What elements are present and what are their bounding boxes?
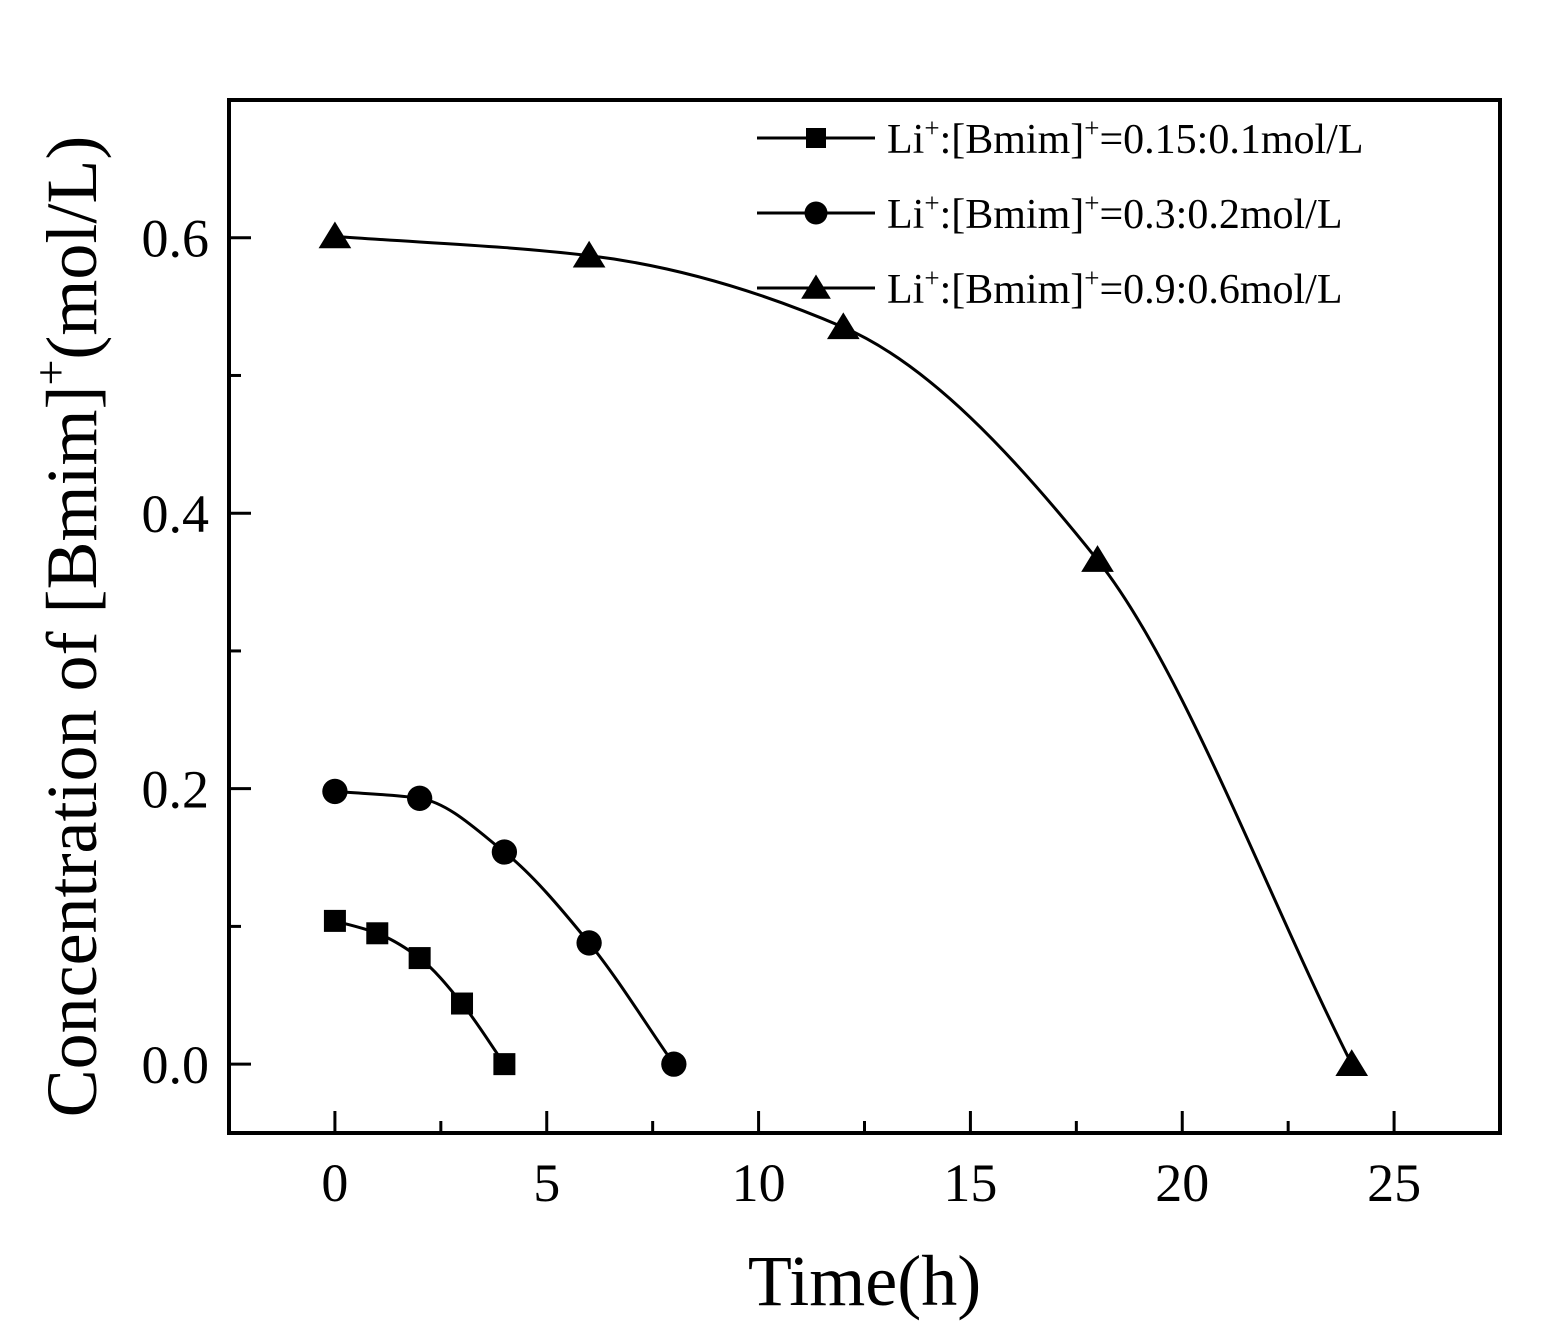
data-point-square bbox=[408, 947, 431, 970]
x-tick-label: 10 bbox=[732, 1153, 786, 1213]
legend: Li+:[Bmim]+=0.15:0.1mol/L Li+:[Bmim]+=0.3… bbox=[757, 113, 1364, 313]
series-curves bbox=[334, 234, 1354, 1065]
y-tick-label: 0.2 bbox=[142, 760, 210, 820]
legend-marker-triangle bbox=[801, 274, 831, 299]
data-point-circle bbox=[322, 778, 348, 805]
y-axis-title-main: Concentration of [Bmim] bbox=[32, 386, 112, 1118]
data-point-circle bbox=[576, 930, 602, 956]
data-point-circle bbox=[491, 839, 518, 865]
y-axis-title-unit: (mol/L) bbox=[32, 136, 112, 360]
data-point-square bbox=[366, 922, 389, 945]
legend-marker-circle bbox=[804, 201, 828, 225]
data-point-triangle bbox=[826, 312, 860, 340]
legend-marker-square bbox=[806, 128, 826, 148]
x-axis: 0 5 10 15 20 25 bbox=[321, 1111, 1421, 1213]
y-tick-label: 0.6 bbox=[142, 209, 210, 269]
data-point-square bbox=[451, 992, 474, 1015]
y-tick-label: 0.4 bbox=[142, 484, 210, 544]
series-markers bbox=[318, 221, 1369, 1077]
data-point-square bbox=[493, 1053, 516, 1076]
x-tick-label: 0 bbox=[321, 1153, 348, 1213]
legend-entry-label: Li+:[Bmim]+=0.15:0.1mol/L bbox=[887, 113, 1364, 163]
data-point-triangle bbox=[1081, 545, 1114, 572]
data-point-triangle bbox=[318, 221, 352, 249]
y-tick-label: 0.0 bbox=[142, 1035, 210, 1095]
data-point-circle bbox=[407, 785, 433, 811]
x-tick-label: 20 bbox=[1155, 1153, 1209, 1213]
series-line-1 bbox=[334, 919, 506, 1065]
legend-entry-label: Li+:[Bmim]+=0.9:0.6mol/L bbox=[887, 263, 1343, 313]
x-tick-label: 5 bbox=[533, 1153, 560, 1213]
legend-entry-label: Li+:[Bmim]+=0.3:0.2mol/L bbox=[887, 188, 1343, 238]
y-axis-title: Concentration of [Bmim]+(mol/L) bbox=[25, 136, 112, 1118]
y-axis-title-sup: + bbox=[25, 360, 76, 386]
data-point-square bbox=[323, 909, 346, 932]
plot-area bbox=[227, 98, 1502, 1135]
x-tick-label: 25 bbox=[1367, 1153, 1421, 1213]
x-axis-title: Time(h) bbox=[748, 1241, 981, 1321]
series-line-3 bbox=[334, 234, 1354, 1065]
x-tick-label: 15 bbox=[943, 1153, 997, 1213]
data-point-triangle bbox=[1335, 1049, 1369, 1077]
y-axis: 0.0 0.2 0.4 0.6 bbox=[142, 209, 251, 1095]
data-point-triangle bbox=[572, 240, 606, 268]
data-point-circle bbox=[661, 1051, 687, 1077]
